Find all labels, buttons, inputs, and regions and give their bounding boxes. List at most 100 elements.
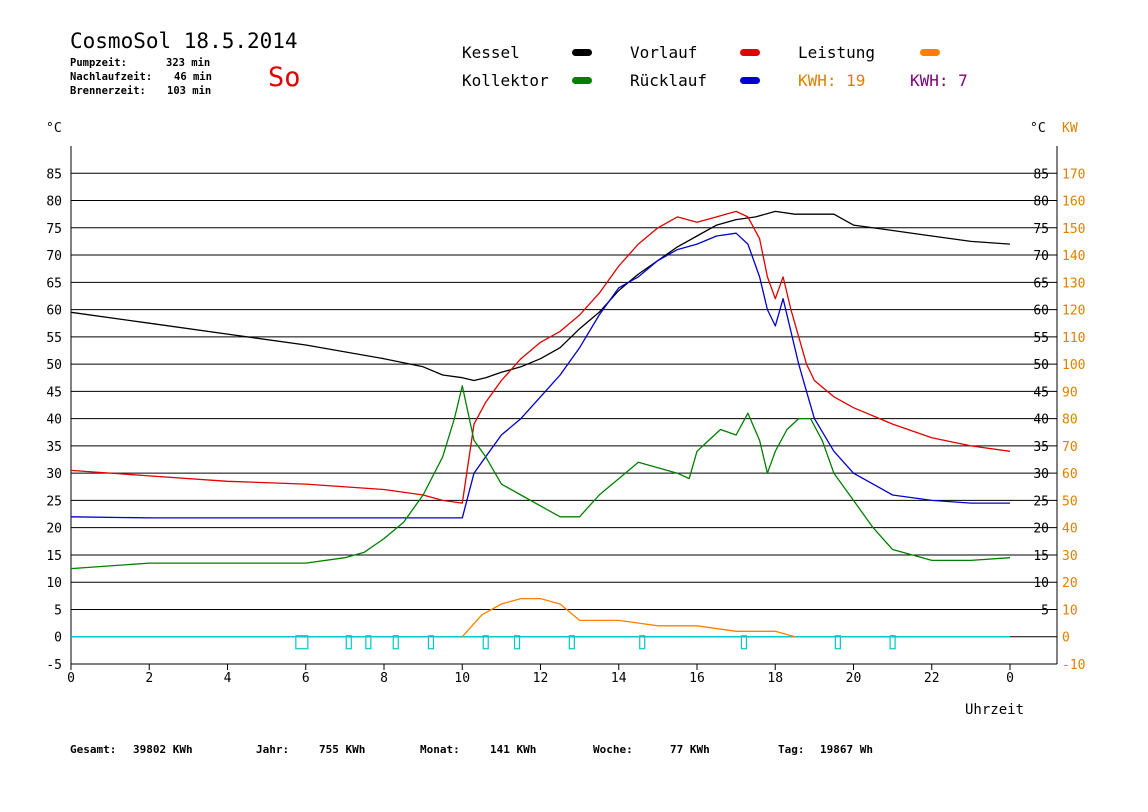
y-tick-label-right-power: 110 (1062, 331, 1085, 346)
x-tick-label: 12 (533, 671, 549, 686)
stat-label: Nachlaufzeit: (70, 71, 153, 83)
x-tick-label: 22 (924, 671, 940, 686)
pump-marker (639, 635, 646, 650)
legend-vorlauf-swatch (740, 49, 760, 56)
legend-leistung: Leistung (798, 43, 876, 62)
y-tick-label-left: 60 (46, 304, 62, 319)
series-line-kessel (70, 210, 1011, 382)
footer-value: 77 KWh (670, 743, 710, 756)
y-tick-label-left: 0 (54, 631, 62, 646)
pump-marker (834, 635, 841, 650)
footer-label: Jahr: (256, 743, 290, 756)
y-tick-label-left: 20 (46, 522, 62, 537)
pump-marker (345, 635, 352, 650)
y-tick-label-right-temp: 60 (1033, 304, 1049, 319)
y-tick-label-right-temp: 15 (1033, 549, 1049, 564)
legend-kollektor-swatch (572, 77, 592, 84)
x-tick-label: 2 (145, 671, 153, 686)
y-tick-label-right-power: -10 (1062, 658, 1085, 673)
footer-label: Monat: (420, 743, 460, 756)
pump-marker (740, 635, 748, 650)
y-tick-label-left: 15 (46, 549, 62, 564)
legend-kollektor: Kollektor (462, 71, 549, 90)
y-tick-label-right-power: 120 (1062, 304, 1085, 319)
legend-kessel-swatch (572, 49, 592, 56)
y-tick-label-right-power: 20 (1062, 576, 1078, 591)
y-tick-label-left: 85 (46, 167, 62, 182)
chart-title: CosmoSol 18.5.2014 (70, 29, 298, 53)
y-tick-label-left: -5 (46, 658, 62, 673)
x-axis-label: Uhrzeit (965, 702, 1024, 718)
x-tick-label: 18 (767, 671, 783, 686)
stat-value: 103 min (167, 85, 212, 97)
footer-gesamt: Gesamt: 39802 KWh (70, 743, 193, 756)
x-tick-label: 0 (67, 671, 75, 686)
stat-value: 323 min (166, 57, 211, 69)
y-tick-label-right-power: 170 (1062, 167, 1085, 182)
y-tick-label-right-power: 90 (1062, 385, 1078, 400)
x-tick-label: 10 (454, 671, 470, 686)
x-tick-label: 20 (846, 671, 862, 686)
y-tick-label-left: 50 (46, 358, 62, 373)
footer-value: 39802 KWh (133, 743, 193, 756)
pump-marker (513, 635, 521, 650)
y-tick-label-right-power: 40 (1062, 522, 1078, 537)
x-tick-label: 0 (1006, 671, 1014, 686)
y-tick-label-right-temp: 5 (1041, 603, 1049, 618)
footer-woche: Woche: 77 KWh (593, 743, 710, 756)
y-tick-label-left: 40 (46, 413, 62, 428)
y-tick-label-right-power: 140 (1062, 249, 1085, 264)
series-line-vorlauf (70, 210, 1011, 504)
y-tick-label-left: 30 (46, 467, 62, 482)
y-tick-label-right-power: 130 (1062, 276, 1085, 291)
y-tick-label-right-power: 150 (1062, 222, 1085, 237)
footer-value: 141 KWh (490, 743, 537, 756)
legend-ruecklauf-swatch (740, 77, 760, 84)
y-tick-label-right-temp: 65 (1033, 276, 1049, 291)
legend-vorlauf: Vorlauf (630, 43, 698, 62)
footer-value: 19867 Wh (820, 743, 873, 756)
pump-marker (427, 635, 435, 650)
stat-brennerzeit: Brennerzeit: 103 min (70, 85, 211, 97)
y-tick-label-right-power: 80 (1062, 413, 1078, 428)
x-tick-label: 4 (224, 671, 232, 686)
y-axis-unit-right-temp: °C (1030, 121, 1046, 136)
weekday-label: So (268, 62, 301, 93)
stat-label: Brennerzeit: (70, 85, 146, 97)
y-axis-unit-left: °C (46, 121, 62, 136)
y-tick-label-right-temp: 80 (1033, 195, 1049, 210)
footer-label: Tag: (778, 743, 805, 756)
pump-marker (482, 635, 489, 650)
y-tick-label-left: 80 (46, 195, 62, 210)
y-tick-label-right-power: 160 (1062, 195, 1085, 210)
stat-value: 46 min (174, 71, 212, 83)
x-tick-label: 16 (689, 671, 705, 686)
y-tick-label-left: 35 (46, 440, 62, 455)
y-tick-label-left: 70 (46, 249, 62, 264)
x-tick-label: 14 (611, 671, 627, 686)
y-tick-label-left: 55 (46, 331, 62, 346)
footer-label: Woche: (593, 743, 633, 756)
y-tick-label-right-temp: 10 (1033, 576, 1049, 591)
legend-ruecklauf: Rücklauf (630, 71, 708, 90)
series-line-kollektor (70, 385, 1011, 570)
y-tick-label-right-power: 100 (1062, 358, 1085, 373)
y-axis-unit-right-power: KW (1062, 121, 1078, 136)
y-tick-label-right-power: 70 (1062, 440, 1078, 455)
footer-label: Gesamt: (70, 743, 117, 756)
stat-label: Pumpzeit: (70, 57, 127, 69)
y-tick-label-left: 25 (46, 494, 62, 509)
y-tick-label-right-temp: 30 (1033, 467, 1049, 482)
y-tick-label-right-power: 10 (1062, 603, 1078, 618)
footer-jahr: Jahr: 755 KWh (256, 743, 365, 756)
y-tick-label-right-temp: 50 (1033, 358, 1049, 373)
y-tick-label-right-temp: 45 (1033, 385, 1049, 400)
footer-tag: Tag: 19867 Wh (778, 743, 873, 756)
footer-value: 755 KWh (319, 743, 366, 756)
legend-leistung-swatch (920, 49, 940, 56)
y-tick-label-right-temp: 25 (1033, 494, 1049, 509)
legend-kessel: Kessel (462, 43, 520, 62)
pump-marker (568, 635, 575, 650)
y-tick-label-right-power: 60 (1062, 467, 1078, 482)
